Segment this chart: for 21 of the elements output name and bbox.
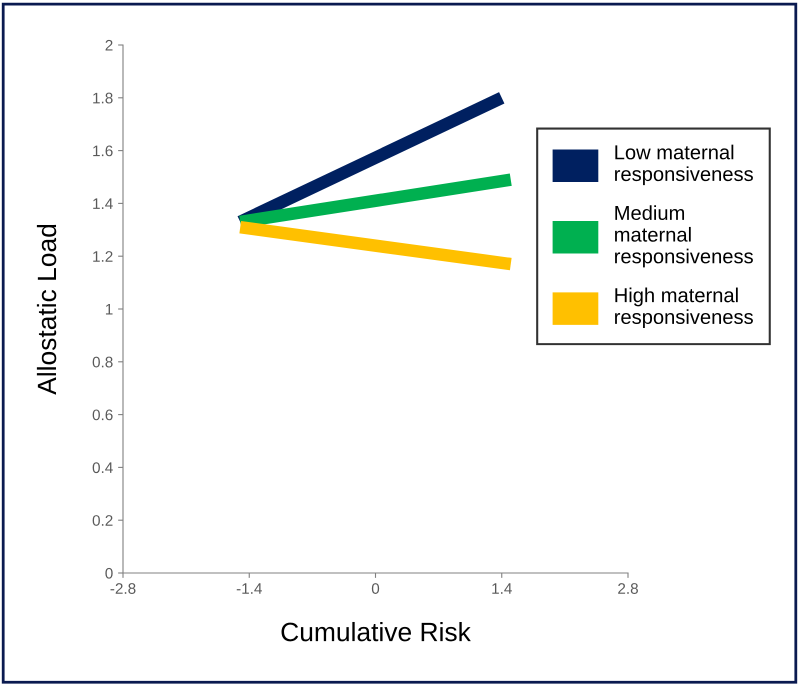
x-tick-label: 2.8 [618,583,638,594]
y-tick-label: 0.8 [92,356,113,368]
y-tick-label: 0 [105,568,113,579]
legend-label: Medium maternal responsiveness [615,205,753,268]
legend-label: High maternal responsiveness [615,288,753,328]
x-axis-title: Cumulative Risk [282,622,471,642]
x-tick-label: -1.4 [236,583,262,594]
x-tick-label: -2.8 [110,583,136,594]
y-tick-label: 1.2 [93,251,113,262]
y-tick-label: 1.6 [93,145,113,156]
y-tick-label: 1.4 [93,198,113,209]
legend-label: Low maternal responsiveness [615,144,753,186]
y-tick-label: 1 [106,304,113,315]
y-tick-label: 0.2 [92,515,113,526]
y-tick-label: 0.6 [92,409,113,420]
y-tick-label: 0.4 [92,462,113,474]
x-tick-label: 0 [372,583,380,594]
y-tick-label: 1.8 [93,92,113,104]
y-axis-title: Allostatic Load [36,224,56,395]
x-tick-label: 1.4 [492,583,512,594]
y-tick-label: 2 [106,40,113,51]
